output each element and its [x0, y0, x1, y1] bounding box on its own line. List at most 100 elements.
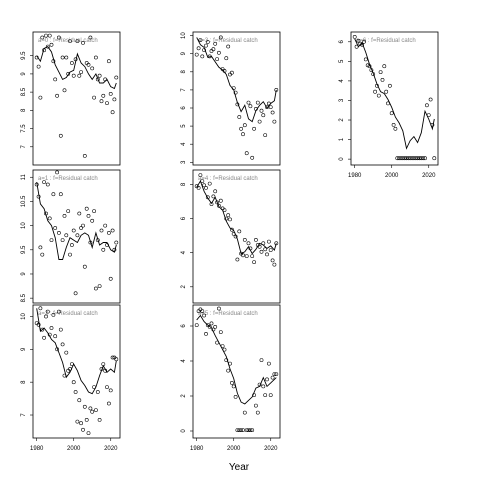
- data-point: [51, 312, 56, 317]
- data-point: [44, 33, 48, 38]
- data-point: [90, 409, 95, 414]
- data-point: [255, 410, 260, 415]
- data-point: [107, 401, 111, 406]
- data-point: [58, 192, 63, 197]
- panel-a1: a=1 : f=Residual catch 8.5 9 9.5 10 10.5 11: [21, 169, 121, 304]
- data-point: [218, 330, 223, 335]
- panel-title: a=0 : f=Residual catch: [38, 38, 98, 44]
- data-point: [114, 240, 119, 245]
- data-point: [107, 230, 111, 235]
- data-point: [428, 97, 433, 102]
- data-point: [108, 388, 113, 393]
- data-point: [68, 39, 72, 44]
- data-point: [94, 408, 98, 413]
- data-point: [79, 70, 84, 75]
- x-axis-label: Year: [229, 462, 250, 473]
- y-tick-label: 6: [181, 216, 187, 220]
- y-tick-label: 10.5: [21, 195, 27, 207]
- data-point: [194, 323, 199, 328]
- model-fit-line: [36, 308, 117, 395]
- data-point: [229, 70, 234, 75]
- data-point: [424, 103, 429, 108]
- panel-title: a=3 : f=Residual catch: [198, 38, 258, 44]
- data-point: [252, 260, 257, 265]
- data-point: [64, 233, 69, 238]
- data-point: [58, 133, 63, 138]
- data-point: [200, 309, 205, 314]
- data-point: [237, 115, 242, 119]
- data-point: [226, 44, 231, 49]
- data-point: [204, 43, 208, 48]
- data-point: [64, 350, 69, 355]
- data-point: [216, 50, 221, 55]
- y-tick-label: 8: [21, 380, 27, 384]
- data-point: [81, 41, 85, 45]
- data-point: [241, 132, 245, 137]
- data-point: [57, 230, 61, 235]
- data-point: [114, 75, 119, 80]
- data-point: [97, 284, 102, 289]
- data-point: [246, 241, 251, 246]
- data-point: [40, 252, 45, 257]
- data-point: [406, 156, 411, 161]
- data-point: [45, 309, 50, 314]
- data-point: [391, 123, 396, 127]
- y-tick-label: 7: [21, 413, 27, 417]
- model-fit-line: [196, 180, 277, 255]
- y-tick-label: 6: [339, 39, 345, 43]
- data-point: [75, 419, 80, 424]
- data-point: [417, 156, 422, 161]
- x-tick-label: 1980: [30, 446, 44, 452]
- data-point: [205, 40, 210, 44]
- data-point: [213, 41, 218, 46]
- data-point: [205, 195, 210, 200]
- data-point: [110, 228, 115, 233]
- data-point: [218, 35, 223, 40]
- data-point: [266, 361, 271, 366]
- data-point: [216, 203, 221, 208]
- y-tick-label: 9: [21, 72, 27, 76]
- data-point: [84, 417, 89, 422]
- data-point: [81, 223, 85, 228]
- data-point: [229, 380, 234, 385]
- data-point: [378, 70, 383, 75]
- data-point: [215, 200, 220, 205]
- x-tick-label: 2020: [264, 446, 278, 452]
- data-point: [248, 104, 253, 109]
- data-point: [259, 249, 264, 254]
- data-point: [202, 183, 207, 188]
- data-point: [112, 97, 117, 102]
- data-point: [77, 211, 82, 216]
- data-point: [352, 35, 357, 39]
- data-point: [237, 229, 242, 234]
- data-point: [71, 73, 76, 78]
- data-point: [376, 93, 381, 98]
- data-point: [53, 334, 58, 339]
- y-tick-label: 9: [21, 272, 27, 276]
- data-point: [108, 276, 113, 281]
- data-point: [423, 156, 427, 161]
- data-point: [265, 377, 269, 382]
- data-point: [419, 156, 424, 161]
- data-point: [270, 375, 275, 380]
- data-point: [79, 226, 84, 230]
- data-point: [216, 306, 221, 311]
- data-point: [196, 46, 201, 51]
- data-point: [42, 180, 47, 185]
- data-point: [60, 238, 65, 243]
- y-tick-label: 8: [181, 69, 187, 73]
- y-tick-label: 4: [181, 359, 187, 363]
- data-point: [64, 55, 69, 60]
- data-point: [408, 156, 413, 161]
- x-tick-label: 2020: [104, 446, 118, 452]
- data-point: [86, 62, 91, 67]
- data-point: [97, 417, 102, 422]
- y-tick-label: 4: [181, 142, 187, 146]
- data-point: [108, 92, 113, 96]
- data-point: [402, 156, 407, 161]
- data-point: [213, 324, 218, 329]
- model-fit-line: [196, 314, 277, 405]
- data-point: [241, 253, 245, 258]
- data-point: [242, 237, 247, 242]
- data-point: [82, 264, 87, 269]
